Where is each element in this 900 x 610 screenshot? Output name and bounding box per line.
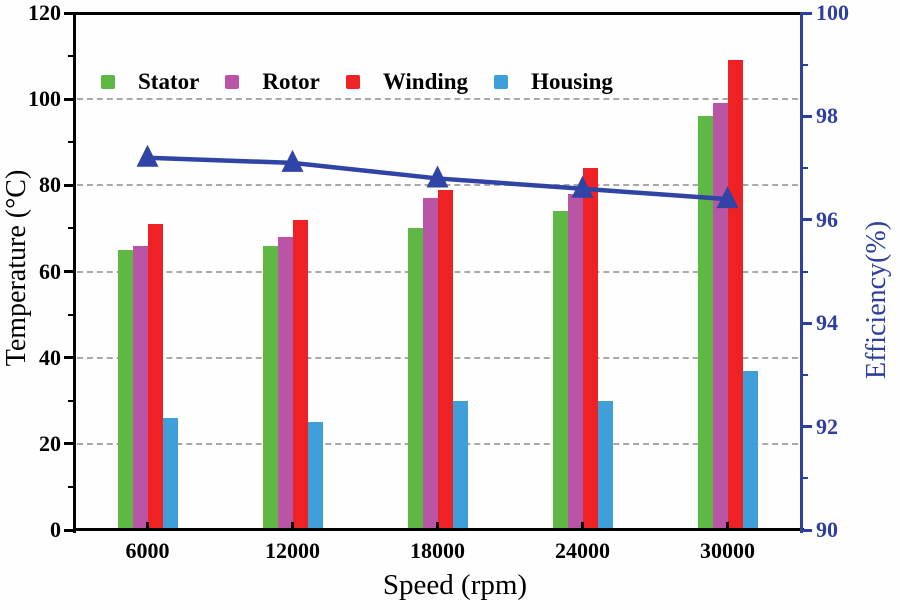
bar-winding-12000 [292,219,308,530]
bar-winding-6000 [147,224,163,530]
right-axis-tick-label: 96 [816,206,838,232]
bar-housing-18000 [452,400,468,530]
left-axis-tick [64,97,73,101]
efficiency-marker [281,149,304,172]
left-axis-tick [68,141,73,144]
x-axis [73,528,804,531]
left-axis-tick [68,485,73,488]
bar-winding-18000 [437,189,453,530]
right-axis-tick [803,63,808,66]
right-axis-tick [803,373,808,376]
legend-swatch-housing [494,75,509,89]
legend-label: Housing [531,69,613,94]
bar-rotor-12000 [277,237,293,530]
left-axis-tick-label: 40 [39,344,61,370]
x-axis-tick [581,522,584,530]
left-axis-tick-label: 120 [28,0,61,25]
legend-label: Stator [138,69,200,94]
right-axis-tick [803,528,812,532]
bar-housing-6000 [162,417,178,530]
x-axis-tick-label: 12000 [265,538,320,563]
bar-rotor-6000 [132,245,148,530]
legend-label: Winding [382,69,469,94]
right-axis-tick-label: 100 [816,0,849,25]
bar-winding-30000 [727,60,743,530]
x-axis-tick-label: 30000 [700,538,755,563]
bar-winding-24000 [582,168,598,530]
left-axis-tick [64,11,73,15]
right-axis-tick [803,425,812,429]
right-axis-tick-label: 92 [816,413,838,439]
efficiency-marker [136,144,159,167]
grid-line [77,184,798,187]
grid-line [77,98,798,101]
bar-stator-6000 [117,249,133,530]
left-axis-tick [68,313,73,316]
legend-swatch-rotor [225,75,240,89]
legend-item-rotor: Rotor [225,69,320,95]
bar-rotor-18000 [422,198,438,530]
x-axis-title: Speed (rpm) [382,569,528,601]
top-frame-line [73,12,804,15]
legend: Stator Rotor Winding Housing [101,69,613,95]
legend-item-stator: Stator [101,69,199,95]
left-axis-tick-label: 80 [39,172,61,198]
right-axis [800,12,803,533]
x-axis-tick [436,522,439,530]
bar-stator-30000 [697,116,713,530]
bar-stator-18000 [407,228,423,530]
left-axis-tick [64,183,73,187]
left-axis-tick [68,227,73,230]
right-axis-tick [803,270,808,273]
right-axis-tick [803,477,808,480]
left-axis-tick-label: 60 [39,258,61,284]
x-axis-tick-label: 24000 [555,538,610,563]
right-axis-title: Efficiency(%) [861,220,892,380]
left-axis-tick [68,55,73,58]
x-axis-tick-label: 18000 [410,538,465,563]
right-axis-tick [803,11,812,15]
bar-housing-12000 [307,422,323,530]
right-axis-tick [803,218,812,222]
bar-stator-24000 [552,211,568,530]
left-axis-tick-label: 100 [28,86,61,112]
left-axis [73,12,76,533]
x-axis-tick [291,522,294,530]
left-axis-tick [64,270,73,273]
bar-stator-12000 [262,245,278,530]
x-axis-tick [146,522,149,530]
legend-item-winding: Winding [345,69,469,95]
right-axis-tick [803,321,812,325]
left-axis-tick [68,399,73,402]
legend-swatch-winding [345,75,360,89]
left-axis-tick [64,356,73,360]
right-axis-tick-label: 94 [816,310,838,336]
right-axis-tick-label: 90 [816,517,838,542]
bar-housing-30000 [742,370,758,530]
left-axis-tick [64,528,73,532]
x-axis-tick [726,522,729,530]
left-axis-tick [64,442,73,446]
right-axis-tick [803,167,808,170]
bar-rotor-24000 [567,193,583,530]
x-axis-tick-label: 6000 [125,538,170,563]
right-axis-tick [803,114,812,118]
legend-swatch-stator [101,75,115,89]
right-axis-tick-label: 98 [816,103,838,129]
left-axis-tick-label: 0 [50,517,61,542]
bar-rotor-30000 [712,103,728,530]
legend-item-housing: Housing [494,69,613,95]
legend-label: Rotor [262,69,320,94]
left-axis-tick-label: 20 [39,430,61,456]
bar-housing-24000 [597,400,613,530]
